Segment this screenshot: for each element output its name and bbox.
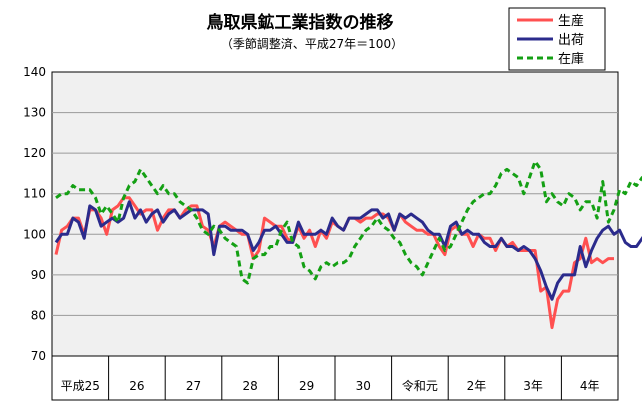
x-tick-label: 26 [129,379,144,393]
y-tick-label: 100 [23,227,46,241]
x-tick-label: 令和元 [402,378,438,393]
x-tick-label: 30 [356,379,371,393]
y-axis-ticks: 70 80 90 100 110 120 130 140 [23,65,46,363]
series-group [54,159,642,330]
legend-label-shipment: 出荷 [558,33,584,48]
x-tick-label: 28 [242,379,257,393]
x-tick-label: 平成25 [61,379,100,393]
gridlines [52,112,618,316]
series-line-shipment [54,200,642,301]
x-tick-label: 3年 [523,379,543,393]
y-tick-label: 130 [23,106,46,120]
legend-label-production: 生産 [558,13,584,29]
y-tick-label: 70 [31,349,46,363]
x-tick-label: 29 [299,379,314,393]
y-tick-label: 140 [23,65,46,79]
x-tick-label: 27 [186,379,201,393]
plot-area [51,71,619,357]
x-tick-label: 4年 [580,379,600,393]
y-tick-label: 120 [23,146,46,160]
x-axis-ticks: 平成25 26 27 28 29 30 令和元 2年 3年 4年 [61,356,600,400]
legend: 生産 出荷 在庫 [508,7,606,71]
x-tick-label: 2年 [467,379,487,393]
chart-title: 鳥取県鉱工業指数の推移 [207,12,394,33]
y-tick-label: 90 [31,268,46,282]
y-tick-label: 80 [31,308,46,322]
legend-label-inventory: 在庫 [558,52,584,67]
y-tick-label: 110 [23,187,46,201]
chart-subtitle: （季節調整済、平成27年＝100） [221,36,403,51]
